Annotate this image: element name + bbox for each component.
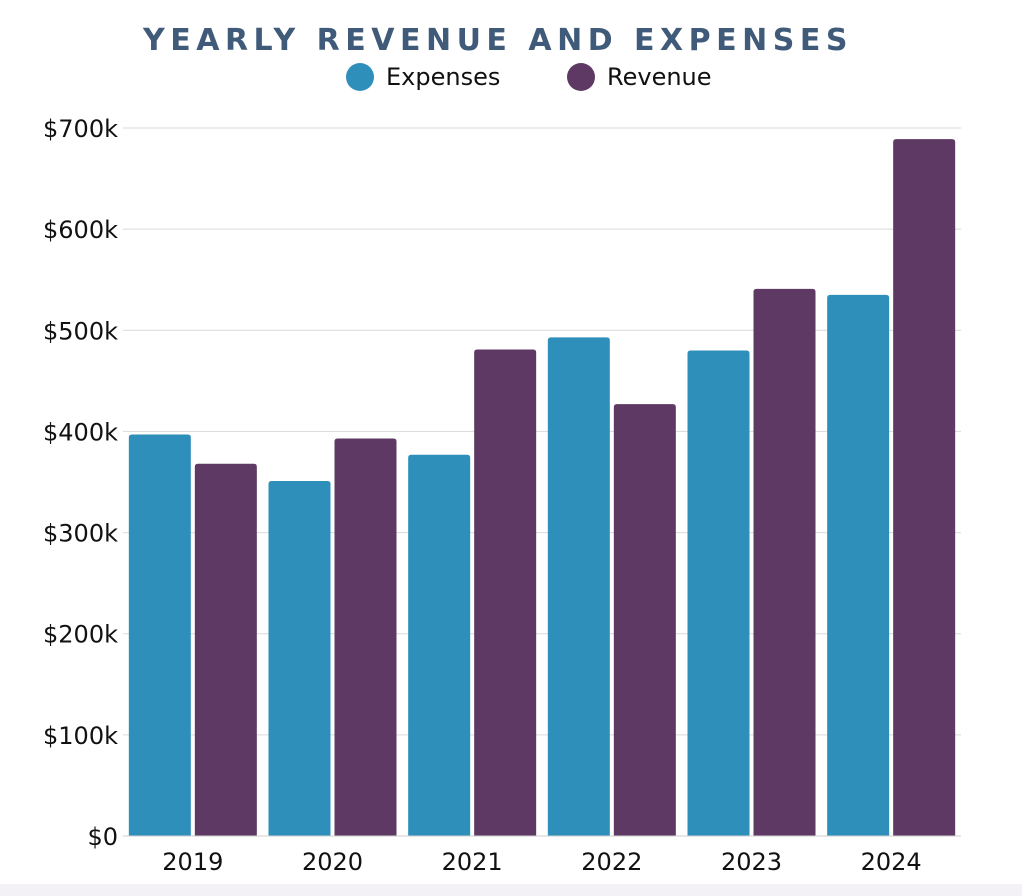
y-tick-label: $200k <box>43 621 118 649</box>
bars <box>128 139 956 836</box>
y-axis: $0 $100k $200k $300k $400k $500k $600k $700k <box>43 115 118 851</box>
bar-expenses-2023 <box>687 350 750 836</box>
bar-revenue-2021 <box>474 349 537 836</box>
bar-revenue-2022 <box>613 404 676 836</box>
legend: Expenses Revenue <box>346 63 712 91</box>
bar-expenses-2022 <box>547 337 610 836</box>
bar-revenue-2019 <box>194 463 257 836</box>
y-tick-label: $500k <box>43 317 118 345</box>
x-tick-label: 2019 <box>162 848 223 876</box>
y-tick-label: $700k <box>43 115 118 143</box>
y-tick-label: $400k <box>43 418 118 446</box>
bar-expenses-2021 <box>408 454 471 836</box>
x-tick-label: 2023 <box>721 848 782 876</box>
x-axis: 2019 2020 2021 2022 2023 2024 <box>123 835 961 876</box>
x-tick-label: 2021 <box>442 848 503 876</box>
bar-expenses-2020 <box>268 480 331 836</box>
legend-swatch-revenue <box>567 63 595 91</box>
bottom-strip <box>0 884 1022 896</box>
bar-revenue-2020 <box>334 438 397 836</box>
chart-title: YEARLY REVENUE AND EXPENSES <box>142 23 853 58</box>
y-tick-label: $600k <box>43 216 118 244</box>
bar-expenses-2024 <box>827 294 890 836</box>
bar-revenue-2023 <box>753 288 816 836</box>
bar-revenue-2024 <box>893 139 956 836</box>
x-tick-label: 2024 <box>861 848 922 876</box>
legend-label-expenses: Expenses <box>386 63 500 91</box>
x-tick-label: 2020 <box>302 848 363 876</box>
grid-lines <box>123 127 961 736</box>
y-tick-label: $0 <box>87 823 118 851</box>
legend-label-revenue: Revenue <box>607 63 712 91</box>
bar-expenses-2019 <box>128 434 191 836</box>
legend-swatch-expenses <box>346 63 374 91</box>
y-tick-label: $100k <box>43 722 118 750</box>
y-tick-label: $300k <box>43 520 118 548</box>
x-tick-label: 2022 <box>581 848 642 876</box>
